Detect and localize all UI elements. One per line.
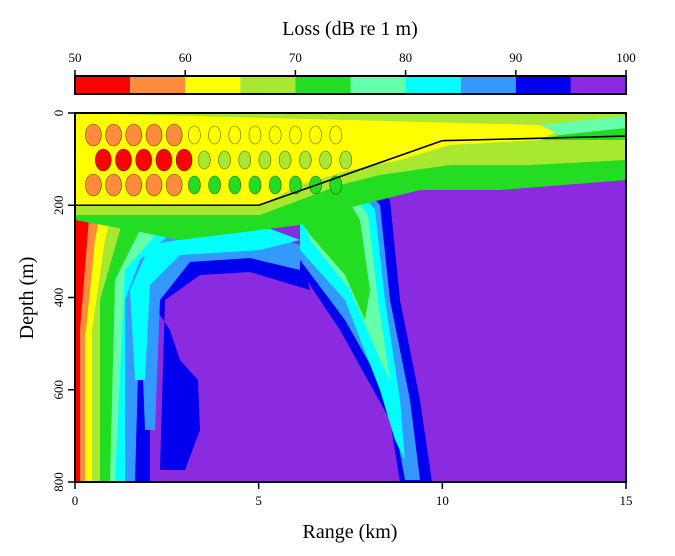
colorbar-tick-label-5: 100	[616, 50, 636, 65]
interference-lobe-6	[125, 123, 143, 147]
colorbar-band-9	[570, 76, 626, 94]
colorbar-band-1	[130, 76, 186, 94]
interference-lobe-8	[125, 173, 143, 197]
interference-lobe-3	[105, 123, 122, 147]
x-tick-label-1: 5	[255, 493, 262, 508]
interference-lobe-30	[289, 125, 302, 145]
colorbar-label: Loss (dB re 1 m)	[282, 18, 418, 40]
interference-lobes	[85, 123, 353, 197]
y-axis-label: Depth (m)	[16, 257, 38, 340]
interference-lobe-7	[135, 148, 152, 172]
colorbar-band-3	[240, 76, 296, 94]
x-axis-label: Range (km)	[303, 521, 398, 543]
x-tick-label-0: 0	[72, 493, 79, 508]
x-tick-label-3: 15	[620, 493, 633, 508]
region-surface-aqua	[540, 116, 626, 135]
interference-lobe-17	[188, 175, 201, 195]
interference-lobe-5	[105, 173, 122, 197]
interference-lobe-4	[115, 148, 132, 172]
region-beam-green	[300, 195, 370, 320]
region-mid-blue	[150, 240, 310, 470]
interference-lobe-22	[238, 150, 252, 170]
colorbar-ticks: 50 60 70 80 90 100	[69, 50, 636, 76]
x-axis: 0 5 10 15	[72, 482, 633, 508]
y-axis: 0 200 400 600 800	[51, 110, 75, 492]
loss-field	[75, 113, 626, 482]
interference-lobe-2	[85, 173, 102, 197]
interference-lobe-19	[218, 150, 231, 170]
y-tick-label-1: 200	[51, 196, 66, 216]
interference-lobe-25	[258, 150, 272, 170]
interference-lobe-38	[329, 175, 343, 195]
interference-lobe-0	[85, 123, 102, 147]
colorbar-tick-label-2: 70	[289, 50, 302, 65]
colorbar-frame	[74, 75, 627, 95]
interference-lobe-34	[319, 150, 332, 170]
interference-lobe-27	[268, 125, 282, 145]
interference-lobe-21	[228, 125, 242, 145]
colorbar: Loss (dB re 1 m) 50 60 70 80 90 100	[69, 18, 636, 95]
interference-lobe-33	[309, 125, 322, 145]
colorbar-band-8	[515, 76, 571, 94]
y-tick-label-2: 400	[51, 288, 66, 308]
interference-lobe-28	[278, 150, 292, 170]
interference-lobe-29	[268, 175, 282, 195]
colorbar-tick-label-1: 60	[179, 50, 192, 65]
plot-area	[74, 112, 627, 483]
colorbar-band-5	[350, 76, 406, 94]
y-tick-label-0: 0	[51, 110, 66, 117]
interference-lobe-23	[228, 175, 242, 195]
colorbar-bands	[75, 76, 626, 94]
interference-lobe-31	[299, 150, 312, 170]
interference-lobe-1	[94, 148, 112, 172]
colorbar-band-2	[185, 76, 241, 94]
colorbar-band-0	[75, 76, 131, 94]
interference-lobe-32	[289, 175, 302, 195]
interference-lobe-36	[329, 125, 343, 145]
y-tick-label-3: 600	[51, 380, 66, 400]
bottom-profile-line	[75, 135, 626, 207]
x-tick-label-2: 10	[436, 493, 449, 508]
colorbar-band-7	[460, 76, 516, 94]
interference-lobe-16	[198, 150, 211, 170]
region-mid-aqua	[130, 225, 300, 380]
interference-lobe-24	[248, 125, 262, 145]
colorbar-tick-label-0: 50	[69, 50, 82, 65]
interference-lobe-37	[339, 150, 353, 170]
interference-lobe-12	[165, 123, 183, 147]
colorbar-tick-label-3: 80	[399, 50, 412, 65]
interference-lobe-15	[188, 125, 201, 145]
interference-lobe-9	[145, 123, 163, 147]
interference-lobe-11	[145, 173, 163, 197]
interference-lobe-18	[208, 125, 221, 145]
interference-lobe-10	[155, 148, 173, 172]
colorbar-band-6	[405, 76, 461, 94]
interference-lobe-13	[175, 148, 193, 172]
interference-lobe-14	[165, 173, 183, 197]
colorbar-band-4	[295, 76, 351, 94]
interference-lobe-26	[248, 175, 262, 195]
interference-lobe-20	[208, 175, 221, 195]
y-tick-label-4: 800	[51, 472, 66, 492]
colorbar-tick-label-4: 90	[509, 50, 522, 65]
